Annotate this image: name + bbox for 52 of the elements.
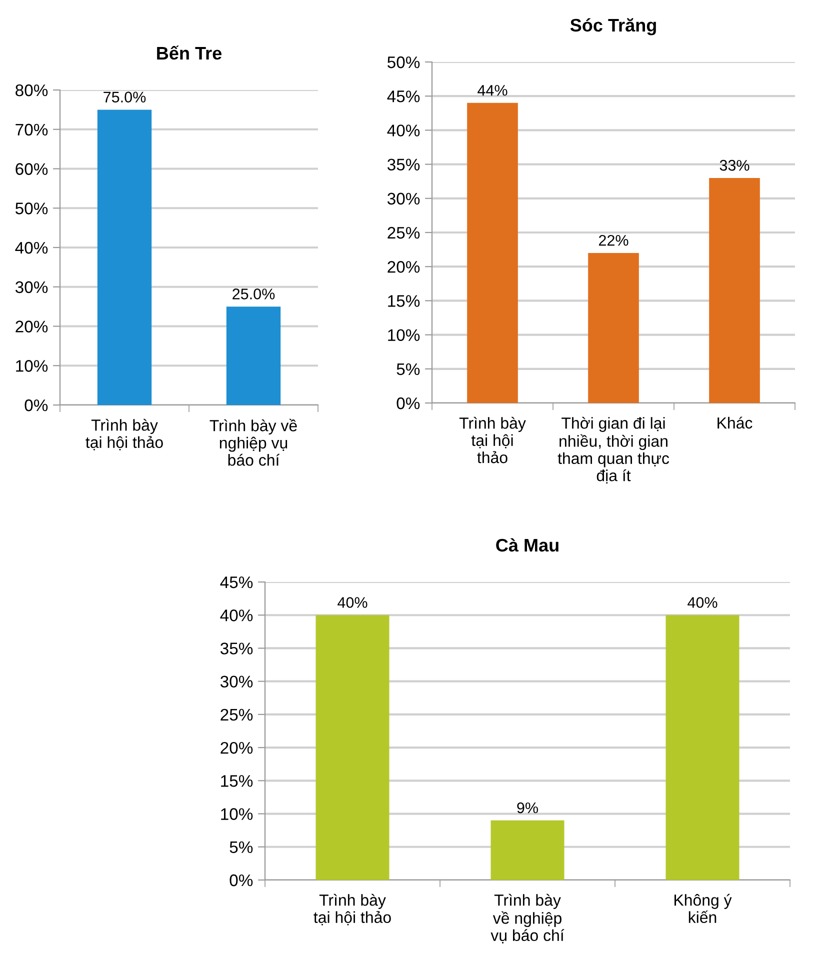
y-tick-label: 20% bbox=[220, 742, 253, 754]
y-tick-label: 10% bbox=[388, 329, 420, 342]
data-label: 75.0% bbox=[104, 92, 146, 102]
y-tick-label: 35% bbox=[387, 158, 420, 171]
y-tick-label: 25% bbox=[388, 226, 420, 239]
y-tick-label: 0% bbox=[24, 399, 48, 412]
y-tick-label: 20% bbox=[388, 261, 420, 273]
x-tick-label: Trình bày tại hội thảo bbox=[86, 418, 163, 450]
y-tick-label: 30% bbox=[220, 676, 253, 688]
chart-title: Bến Tre bbox=[157, 46, 222, 60]
data-label: 9% bbox=[517, 802, 538, 814]
bar bbox=[467, 102, 518, 403]
data-label: 22% bbox=[598, 234, 628, 246]
data-label: 40% bbox=[338, 597, 368, 608]
y-tick-label: 25% bbox=[220, 708, 253, 721]
y-tick-label: 20% bbox=[16, 320, 48, 332]
x-tick-label: Trình bày tại hội thảo bbox=[314, 894, 391, 926]
y-tick-label: 35% bbox=[220, 642, 253, 654]
y-tick-label: 5% bbox=[396, 363, 420, 376]
x-tick-label: Khác bbox=[718, 416, 752, 429]
x-tick-label: Trình bày về nghiệp vụ báo chí bbox=[210, 418, 297, 466]
y-tick-label: 40% bbox=[387, 124, 420, 136]
data-label: 33% bbox=[720, 160, 750, 171]
y-tick-label: 45% bbox=[387, 90, 420, 102]
bar bbox=[588, 252, 639, 403]
y-tick-label: 50% bbox=[388, 56, 420, 68]
x-tick-label: Trình bày tại hội thảo bbox=[459, 416, 526, 464]
y-tick-label: 60% bbox=[16, 163, 48, 175]
y-tick-label: 10% bbox=[221, 808, 253, 820]
x-tick-label: Trình bày về nghiệp vụ báo chí bbox=[490, 894, 564, 944]
data-label: 25.0% bbox=[232, 288, 275, 300]
y-tick-label: 50% bbox=[16, 202, 48, 214]
y-tick-label: 30% bbox=[387, 192, 420, 205]
y-tick-label: 0% bbox=[230, 874, 253, 886]
chart-title: Cà Mau bbox=[496, 538, 558, 552]
x-tick-label: Thời gian đi lại nhiều, thời gian tham quan thực địa ít bbox=[558, 416, 670, 484]
y-tick-label: 30% bbox=[15, 281, 48, 294]
y-tick-label: 15% bbox=[221, 775, 253, 787]
y-tick-label: 5% bbox=[230, 841, 253, 854]
y-tick-label: 80% bbox=[16, 84, 48, 96]
y-tick-label: 45% bbox=[220, 576, 253, 588]
y-tick-label: 10% bbox=[16, 360, 48, 372]
y-tick-label: 15% bbox=[388, 295, 420, 307]
y-tick-label: 40% bbox=[15, 242, 48, 254]
y-tick-label: 70% bbox=[16, 124, 48, 136]
data-label: 40% bbox=[688, 597, 718, 608]
y-tick-label: 0% bbox=[396, 397, 420, 410]
data-label: 44% bbox=[478, 84, 508, 96]
x-tick-label: Không ý kiến bbox=[674, 894, 732, 924]
y-tick-label: 40% bbox=[220, 610, 253, 622]
chart-title: Sóc Trăng bbox=[570, 18, 656, 36]
bar bbox=[709, 178, 760, 403]
